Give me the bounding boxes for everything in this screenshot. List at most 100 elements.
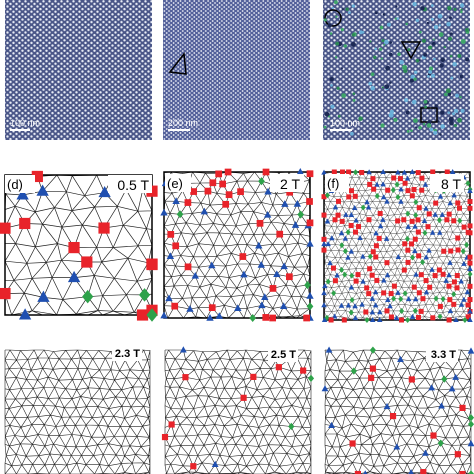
field-label: 3.3 T [431,349,456,361]
defect-square [321,212,327,218]
defect-diamond [413,212,419,219]
defect-triangle [351,205,358,211]
defect-square [374,277,380,283]
defect-triangle [258,301,266,309]
defect-triangle [211,460,219,467]
micrograph [163,0,310,140]
defect-triangle [374,181,380,187]
defect-square [384,260,390,266]
speckle [440,124,446,129]
speckle [397,52,401,56]
defect-square [402,180,408,186]
defect-square [215,170,223,178]
defect-triangle [296,167,305,175]
speckle [404,98,409,103]
defect-square [433,200,439,206]
speckle [460,108,465,113]
defect-diamond [374,192,380,199]
defect-triangle [338,302,345,308]
speckle [420,6,425,11]
speckle [406,129,410,133]
speckle [337,114,341,118]
label-bg [426,347,458,362]
speckle [380,57,383,60]
defect-triangle [206,313,214,321]
defect-triangle [263,210,272,218]
defect-triangle [186,305,194,312]
defect-square [459,404,466,411]
defect-triangle [381,277,387,283]
speckle [444,92,448,97]
defect-triangle [405,296,412,302]
field-label: 2.3 T [115,348,140,360]
defect-triangle [426,247,432,253]
defect-triangle [322,283,328,289]
defect-diamond [349,297,355,304]
defect-diamond [306,302,314,311]
defect-square [332,278,338,284]
defect-diamond [307,374,315,383]
defect-square [455,235,461,241]
defect-triangle [321,290,327,296]
speckle [465,27,470,32]
defect-triangle [377,309,383,315]
defect-triangle [447,200,453,206]
defect-square [395,218,401,224]
defect-diamond [82,289,94,304]
label-bg [430,174,464,192]
defect-triangle [438,402,445,409]
defect-marker [324,9,342,27]
defect-triangle [405,223,411,229]
speckle [403,68,408,74]
defect-square [454,285,460,291]
defect-square [377,210,383,216]
defect-triangle [348,284,355,290]
defect-triangle [321,317,328,322]
defect-square [356,224,362,230]
panel-frame [4,174,153,316]
defect-triangle [467,347,474,354]
speckle [323,125,327,129]
speckle [432,38,435,41]
defect-square [352,193,358,199]
defect-triangle [384,198,390,204]
speckle [460,8,463,11]
label-bg [5,175,35,193]
speckle [381,39,385,43]
defect-diamond [405,210,411,217]
speckle [437,120,440,123]
speckle [368,81,373,86]
speckle [447,5,452,11]
speckle [395,5,398,8]
mesh [324,349,472,474]
panel-label: (f) [327,176,339,191]
defect-triangle [332,204,339,210]
speckle [323,18,327,22]
defect-diamond [433,295,439,302]
defect-triangle [321,385,329,392]
speckle [438,24,441,27]
defect-diamond [342,248,348,255]
defect-square [416,290,422,296]
defect-square [222,200,230,208]
defect-triangle [345,302,352,308]
defect-square [446,211,452,217]
defect-square [366,291,372,297]
defect-square [182,374,189,381]
defect-triangle [352,315,359,321]
speckle [383,43,386,46]
defect-square [430,432,437,439]
defect-square [172,242,180,250]
speckle [333,0,338,5]
defect-square [415,229,421,235]
defect-triangle [397,355,404,362]
defect-triangle [329,235,335,241]
speckle [358,30,363,35]
defect-square [348,223,354,229]
defect-diamond [339,242,345,249]
defect-triangle [446,272,452,278]
defect-triangle [428,384,436,391]
speckle [388,112,394,118]
speckle [439,133,442,136]
defect-diamond [412,307,418,314]
